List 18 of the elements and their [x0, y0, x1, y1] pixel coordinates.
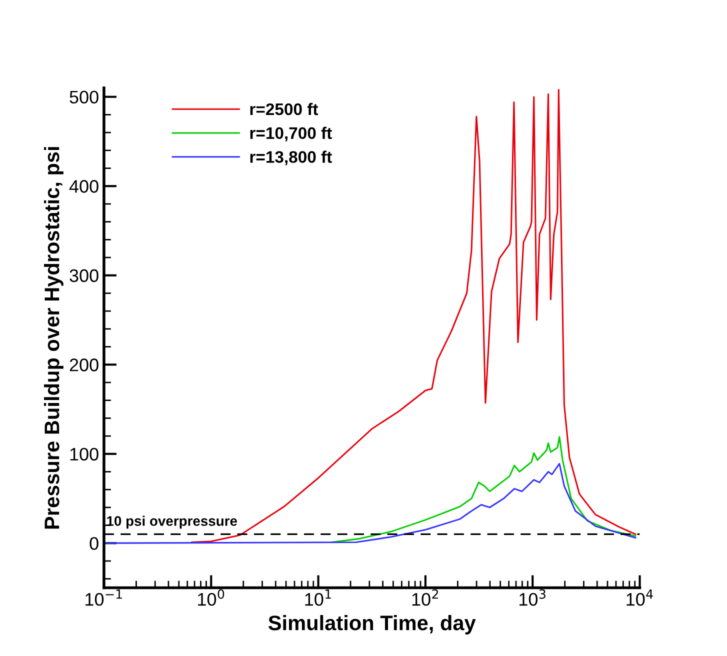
x-axis-title: Simulation Time, day: [268, 615, 476, 634]
x-tick-label: 10$^{2}$: [412, 589, 438, 606]
x-tick-label: 10$^{−1}$: [86, 589, 122, 606]
legend-label: r=13,800 ft: [250, 150, 332, 166]
x-tick-label: 10$^{0}$: [198, 589, 224, 606]
x-tick-label: 10$^{1}$: [305, 589, 331, 606]
y-tick-label: 400: [69, 180, 98, 193]
y-tick-label: 300: [70, 269, 98, 282]
legend-label: r=10,700 ft: [250, 126, 332, 142]
x-tick-label: 10$^{3}$: [520, 589, 546, 606]
legend-label: r=2500 ft: [250, 102, 318, 116]
y-tick-label: 100: [70, 448, 98, 461]
y-tick-label: 0: [90, 537, 98, 550]
y-tick-label: 500: [70, 90, 98, 104]
y-tick-label: 200: [70, 358, 98, 372]
x-tick-label: 10$^{4}$: [626, 589, 653, 606]
y-axis-title: Pressure Buildup over Hydrostatic, psi: [44, 147, 64, 529]
ref-line-label: 10 psi overpressure: [107, 516, 238, 529]
